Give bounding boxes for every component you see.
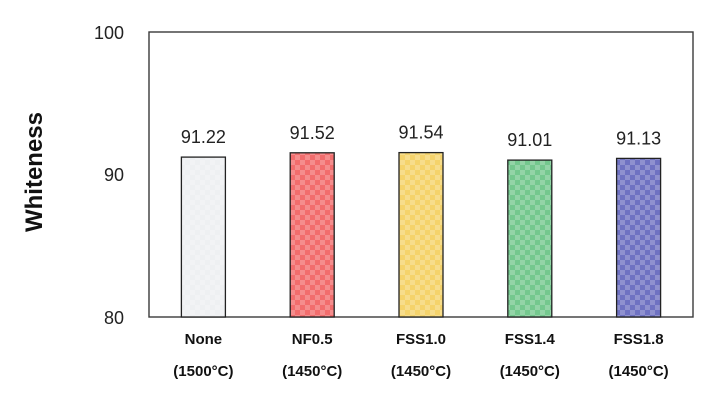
x-tick-condition-fss1-4: (1450°C) (500, 363, 560, 380)
y-tick-label-90: 90 (104, 165, 124, 185)
data-label-group: 91.22 91.52 91.54 91.01 91.13 (181, 123, 661, 151)
bar-fss1-0 (398, 151, 444, 318)
x-tick-condition-fss1-0: (1450°C) (391, 363, 451, 380)
x-tick-label-fss1-8: FSS1.8 (614, 331, 664, 348)
data-label-fss1-4: 91.01 (507, 130, 552, 150)
bar-series (180, 151, 662, 318)
bar-nf0-5 (289, 152, 335, 318)
data-label-none: 91.22 (181, 127, 226, 147)
x-tick-condition-none: (1500°C) (173, 363, 233, 380)
bar-fss1-4 (507, 159, 553, 318)
x-tick-condition-fss1-8: (1450°C) (608, 363, 668, 380)
x-tick-condition-nf0-5: (1450°C) (282, 363, 342, 380)
y-axis-label: Whiteness (21, 112, 48, 232)
y-axis-ticks: 80 90 100 (94, 23, 124, 328)
y-tick-label-100: 100 (94, 23, 124, 43)
x-tick-label-fss1-0: FSS1.0 (396, 331, 446, 348)
bar-none (180, 156, 227, 318)
data-label-fss1-0: 91.54 (398, 123, 443, 143)
x-tick-label-nf0-5: NF0.5 (292, 331, 333, 348)
x-tick-label-none: None (185, 331, 223, 348)
bar-fss1-8 (615, 157, 662, 318)
data-label-fss1-8: 91.13 (616, 128, 661, 148)
y-tick-label-80: 80 (104, 308, 124, 328)
data-label-nf0-5: 91.52 (290, 123, 335, 143)
x-tick-label-group: None (1500°C) NF0.5 (1450°C) FSS1.0 (1450°C) F… (173, 331, 668, 380)
x-tick-label-fss1-4: FSS1.4 (505, 331, 556, 348)
